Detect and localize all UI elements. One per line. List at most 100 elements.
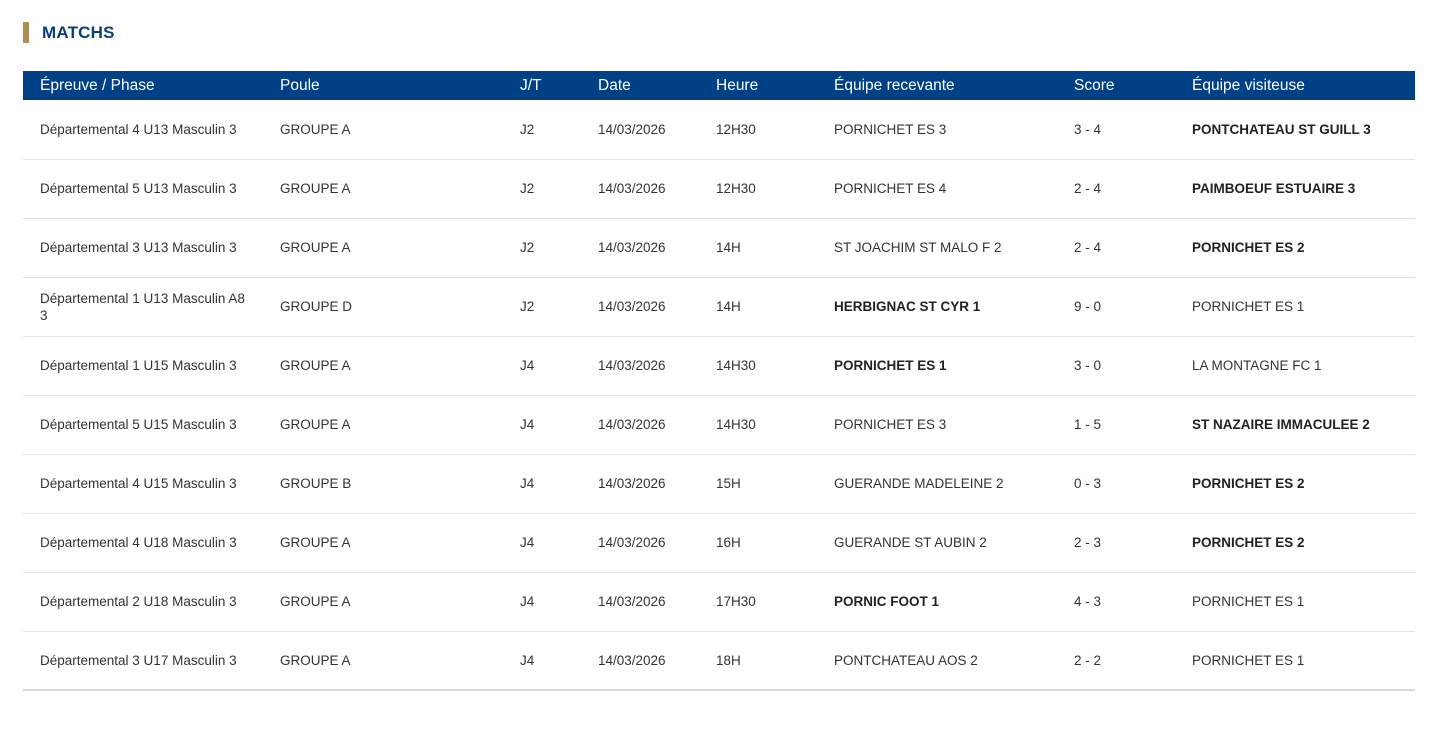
cell-poule: GROUPE A — [280, 417, 351, 432]
table-row[interactable]: Départemental 1 U15 Masculin 3 GROUPE A J4… — [23, 336, 1415, 395]
table-row[interactable]: Départemental 3 U13 Masculin 3 GROUPE A J2… — [23, 218, 1415, 277]
cell-date: 14/03/2026 — [598, 652, 666, 668]
cell-epreuve: Départemental 2 U18 Masculin 3 — [40, 594, 237, 609]
cell-date: 14/03/2026 — [598, 535, 666, 550]
table-row[interactable]: Départemental 2 U18 Masculin 3 GROUPE A J4… — [23, 572, 1415, 631]
cell-equipe-recevante: ST JOACHIM ST MALO F 2 — [834, 240, 1002, 255]
cell-date: 14/03/2026 — [598, 181, 666, 196]
table-header-row: Épreuve / Phase Poule J/T Date Heure Équ… — [23, 71, 1415, 100]
cell-score: 2 - 2 — [1074, 652, 1102, 668]
cell-score: 3 - 4 — [1074, 121, 1102, 137]
cell-date: 14/03/2026 — [598, 299, 666, 314]
cell-score: 2 - 4 — [1074, 181, 1102, 196]
cell-jt: J2 — [520, 299, 535, 314]
table-row[interactable]: Départemental 4 U18 Masculin 3 GROUPE A J4… — [23, 513, 1415, 572]
table-body: Départemental 4 U13 Masculin 3 GROUPE A J2… — [23, 100, 1415, 690]
cell-heure: 14H — [716, 240, 741, 255]
cell-jt: J4 — [520, 358, 535, 373]
cell-heure: 17H30 — [716, 594, 756, 609]
column-header-equipe-recevante: Équipe recevante — [834, 76, 955, 94]
table-row[interactable]: Départemental 3 U17 Masculin 3 GROUPE A J4… — [23, 631, 1415, 690]
table-row[interactable]: Départemental 4 U13 Masculin 3 GROUPE A J2… — [23, 100, 1415, 159]
cell-epreuve: Départemental 5 U15 Masculin 3 — [40, 417, 237, 432]
cell-heure: 14H — [716, 299, 741, 314]
column-header-poule: Poule — [280, 76, 320, 94]
cell-score: 1 - 5 — [1074, 417, 1102, 432]
column-header-heure: Heure — [716, 76, 759, 94]
cell-score: 9 - 0 — [1074, 299, 1102, 314]
cell-poule: GROUPE A — [280, 240, 351, 255]
cell-epreuve: Départemental 4 U13 Masculin 3 — [40, 121, 237, 137]
title-accent-bar — [23, 22, 29, 43]
cell-jt: J2 — [520, 181, 535, 196]
cell-poule: GROUPE A — [280, 652, 351, 668]
cell-jt: J4 — [520, 594, 535, 609]
cell-heure: 15H — [716, 476, 741, 491]
cell-heure: 16H — [716, 535, 741, 550]
column-header-date: Date — [598, 76, 631, 94]
cell-heure: 12H30 — [716, 181, 756, 196]
cell-jt: J4 — [520, 476, 535, 491]
column-header-jt: J/T — [520, 76, 542, 94]
cell-equipe-recevante: GUERANDE ST AUBIN 2 — [834, 535, 987, 550]
section-header: MATCHS — [23, 22, 115, 43]
cell-epreuve: Départemental 4 U18 Masculin 3 — [40, 535, 237, 550]
cell-date: 14/03/2026 — [598, 417, 666, 432]
cell-equipe-recevante: GUERANDE MADELEINE 2 — [834, 476, 1004, 491]
cell-equipe-visiteuse: PORNICHET ES 2 — [1192, 535, 1305, 550]
cell-score: 2 - 3 — [1074, 535, 1102, 550]
cell-date: 14/03/2026 — [598, 358, 666, 373]
cell-epreuve: Départemental 3 U13 Masculin 3 — [40, 240, 237, 255]
cell-equipe-visiteuse: PORNICHET ES 1 — [1192, 299, 1305, 314]
cell-epreuve: Départemental 1 U15 Masculin 3 — [40, 358, 237, 373]
cell-equipe-visiteuse: PORNICHET ES 2 — [1192, 476, 1305, 491]
cell-equipe-visiteuse: LA MONTAGNE FC 1 — [1192, 358, 1322, 373]
table-row[interactable]: Départemental 1 U13 Masculin A8 3 GROUPE … — [23, 277, 1415, 336]
cell-score: 0 - 3 — [1074, 476, 1102, 491]
cell-epreuve: Départemental 5 U13 Masculin 3 — [40, 181, 237, 196]
matches-table: Épreuve / Phase Poule J/T Date Heure Équ… — [23, 71, 1415, 691]
cell-epreuve: Départemental 4 U15 Masculin 3 — [40, 476, 237, 491]
cell-equipe-visiteuse: PORNICHET ES 1 — [1192, 652, 1305, 668]
cell-equipe-recevante: PORNICHET ES 1 — [834, 358, 947, 373]
cell-equipe-recevante: PORNICHET ES 3 — [834, 121, 947, 137]
table-row[interactable]: Départemental 5 U15 Masculin 3 GROUPE A J4… — [23, 395, 1415, 454]
cell-jt: J2 — [520, 121, 535, 137]
table-row[interactable]: Départemental 4 U15 Masculin 3 GROUPE B J4… — [23, 454, 1415, 513]
cell-equipe-recevante: HERBIGNAC ST CYR 1 — [834, 299, 981, 314]
cell-poule: GROUPE A — [280, 358, 351, 373]
cell-equipe-visiteuse: ST NAZAIRE IMMACULEE 2 — [1192, 417, 1370, 432]
cell-equipe-visiteuse: PAIMBOEUF ESTUAIRE 3 — [1192, 181, 1356, 196]
cell-jt: J4 — [520, 652, 535, 668]
section-title: MATCHS — [42, 22, 115, 42]
cell-heure: 14H30 — [716, 358, 756, 373]
cell-poule: GROUPE A — [280, 121, 351, 137]
cell-score: 2 - 4 — [1074, 240, 1102, 255]
cell-date: 14/03/2026 — [598, 121, 666, 137]
cell-epreuve: Départemental 1 U13 Masculin A8 3 — [40, 290, 245, 323]
cell-poule: GROUPE D — [280, 299, 353, 314]
cell-poule: GROUPE A — [280, 181, 351, 196]
cell-epreuve: Départemental 3 U17 Masculin 3 — [40, 652, 237, 668]
cell-date: 14/03/2026 — [598, 476, 666, 491]
cell-heure: 18H — [716, 652, 741, 668]
cell-jt: J4 — [520, 417, 535, 432]
cell-score: 4 - 3 — [1074, 594, 1102, 609]
column-header-score: Score — [1074, 76, 1115, 94]
cell-score: 3 - 0 — [1074, 358, 1102, 373]
column-header-epreuve: Épreuve / Phase — [40, 76, 155, 94]
table-row[interactable]: Départemental 5 U13 Masculin 3 GROUPE A J2… — [23, 159, 1415, 218]
cell-poule: GROUPE A — [280, 594, 351, 609]
cell-date: 14/03/2026 — [598, 594, 666, 609]
cell-poule: GROUPE A — [280, 535, 351, 550]
cell-equipe-visiteuse: PORNICHET ES 2 — [1192, 240, 1305, 255]
matches-table-container: Épreuve / Phase Poule J/T Date Heure Équ… — [23, 71, 1415, 691]
cell-equipe-visiteuse: PONTCHATEAU ST GUILL 3 — [1192, 121, 1371, 137]
cell-equipe-recevante: PORNICHET ES 3 — [834, 417, 947, 432]
cell-equipe-visiteuse: PORNICHET ES 1 — [1192, 594, 1305, 609]
cell-equipe-recevante: PORNICHET ES 4 — [834, 181, 947, 196]
cell-equipe-recevante: PORNIC FOOT 1 — [834, 594, 940, 609]
cell-jt: J2 — [520, 240, 535, 255]
cell-poule: GROUPE B — [280, 476, 352, 491]
cell-heure: 12H30 — [716, 121, 756, 137]
